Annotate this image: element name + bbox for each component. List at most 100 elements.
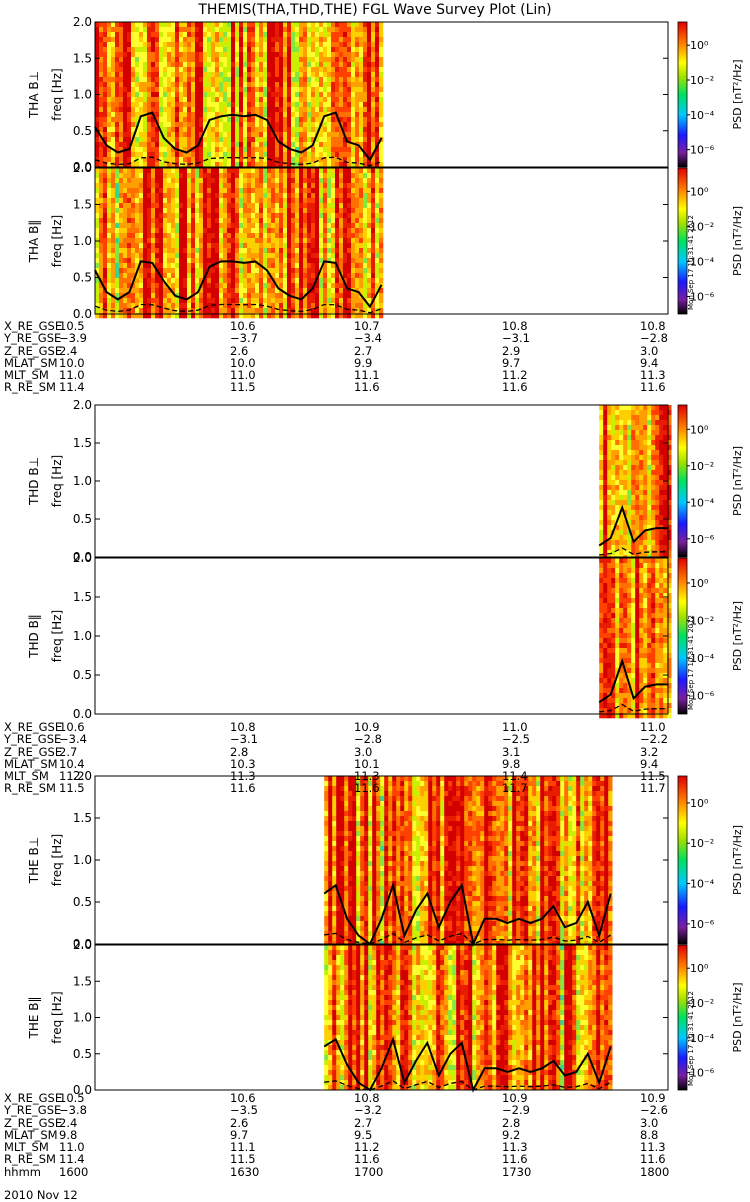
- spectrogram-cell: [255, 97, 260, 103]
- spectrogram-cell: [183, 97, 188, 103]
- spectrogram-cell: [339, 258, 344, 264]
- spectrogram-cell: [163, 47, 168, 53]
- spectrogram-cell: [603, 500, 608, 506]
- spectrogram-cell: [235, 162, 240, 168]
- spectrogram-cell: [599, 405, 604, 411]
- spectrogram-cell: [139, 147, 144, 153]
- spectrogram-cell: [131, 243, 136, 249]
- spectrogram-cell: [331, 117, 336, 123]
- spectrogram-cell: [191, 122, 196, 128]
- spectrogram-cell: [159, 142, 164, 148]
- spectrogram-cell: [135, 168, 140, 174]
- spectrogram-cell: [215, 203, 220, 209]
- spectrogram-cell: [299, 147, 304, 153]
- spectrogram-cell: [635, 475, 640, 481]
- spectrogram-cell: [335, 253, 340, 259]
- spectrogram-cell: [119, 92, 124, 98]
- spectrogram-cell: [639, 415, 644, 421]
- spectrogram-cell: [287, 283, 292, 289]
- spectrogram-cell: [319, 263, 324, 269]
- spectrogram-cell: [171, 288, 176, 294]
- spectrogram-cell: [323, 77, 328, 83]
- spectrogram-cell: [143, 258, 148, 264]
- spectrogram-cell: [623, 420, 628, 426]
- spectrogram-cell: [655, 465, 660, 471]
- spectrogram-cell: [127, 178, 132, 184]
- spectrogram-cell: [267, 228, 272, 234]
- spectrogram-cell: [599, 673, 604, 679]
- spectrogram-cell: [619, 618, 624, 624]
- spectrogram-cell: [123, 173, 128, 179]
- spectrogram-cell: [131, 313, 136, 319]
- spectrogram-cell: [375, 77, 380, 83]
- spectrogram-cell: [279, 258, 284, 264]
- spectrogram-cell: [111, 27, 116, 33]
- spectrogram-cell: [303, 142, 308, 148]
- spectrogram-cell: [619, 475, 624, 481]
- spectrogram-cell: [619, 653, 624, 659]
- spectrogram-cell: [327, 248, 332, 254]
- spectrogram-cell: [291, 42, 296, 48]
- spectrogram-cell: [163, 223, 168, 229]
- spectrogram-cell: [311, 303, 316, 309]
- spectrogram-cell: [131, 47, 136, 53]
- spectrogram-cell: [327, 203, 332, 209]
- spectrogram-cell: [611, 500, 616, 506]
- spectrogram-cell: [379, 183, 384, 189]
- spectrogram-cell: [143, 303, 148, 309]
- spectrogram-cell: [163, 87, 168, 93]
- spectrogram-cell: [611, 598, 616, 604]
- spectrogram-cell: [327, 258, 332, 264]
- spectrogram-cell: [331, 142, 336, 148]
- spectrogram-cell: [303, 107, 308, 113]
- spectrogram-cell: [223, 168, 228, 174]
- spectrogram-cell: [107, 233, 112, 239]
- spectrogram-cell: [259, 203, 264, 209]
- spectrogram-cell: [659, 455, 664, 461]
- spectrogram-cell: [327, 117, 332, 123]
- spectrogram-cell: [323, 57, 328, 63]
- spectrogram-cell: [359, 188, 364, 194]
- spectrogram-cell: [187, 67, 192, 73]
- spectrogram-cell: [167, 263, 172, 269]
- spectrogram-cell: [251, 132, 256, 138]
- spectrogram-cell: [179, 173, 184, 179]
- spectrogram-cell: [631, 550, 636, 556]
- spectrogram-cell: [615, 545, 620, 551]
- spectrogram-cell: [111, 183, 116, 189]
- spectrogram-cell: [123, 72, 128, 78]
- spectrogram-cell: [283, 112, 288, 118]
- spectrogram-cell: [315, 72, 320, 78]
- spectrogram-cell: [191, 27, 196, 33]
- spectrogram-cell: [127, 37, 132, 43]
- spectrogram-cell: [335, 152, 340, 158]
- spectrogram-cell: [107, 57, 112, 63]
- spectrogram-cell: [143, 288, 148, 294]
- spectrogram-cell: [355, 298, 360, 304]
- spectrogram-cell: [235, 313, 240, 319]
- spectrogram-cell: [143, 178, 148, 184]
- spectrogram-cell: [363, 27, 368, 33]
- spectrogram-cell: [167, 67, 172, 73]
- spectrogram-cell: [347, 47, 352, 53]
- spectrogram-cell: [607, 515, 612, 521]
- spectrogram-cell: [203, 223, 208, 229]
- spectrogram-cell: [195, 42, 200, 48]
- spectrogram-cell: [351, 62, 356, 68]
- spectrogram-cell: [191, 37, 196, 43]
- spectrogram-cell: [247, 183, 252, 189]
- spectrogram-cell: [331, 188, 336, 194]
- spectrogram-cell: [303, 92, 308, 98]
- spectrogram-cell: [287, 92, 292, 98]
- spectrogram-cell: [239, 102, 244, 108]
- spectrogram-cell: [307, 223, 312, 229]
- spectrogram-cell: [143, 298, 148, 304]
- spectrogram-cell: [231, 313, 236, 319]
- spectrogram-cell: [635, 480, 640, 486]
- spectrogram-cell: [219, 298, 224, 304]
- spectrogram-cell: [375, 173, 380, 179]
- spectrogram-cell: [639, 445, 644, 451]
- spectrogram-cell: [283, 293, 288, 299]
- spectrogram-cell: [343, 243, 348, 249]
- spectrogram-cell: [171, 273, 176, 279]
